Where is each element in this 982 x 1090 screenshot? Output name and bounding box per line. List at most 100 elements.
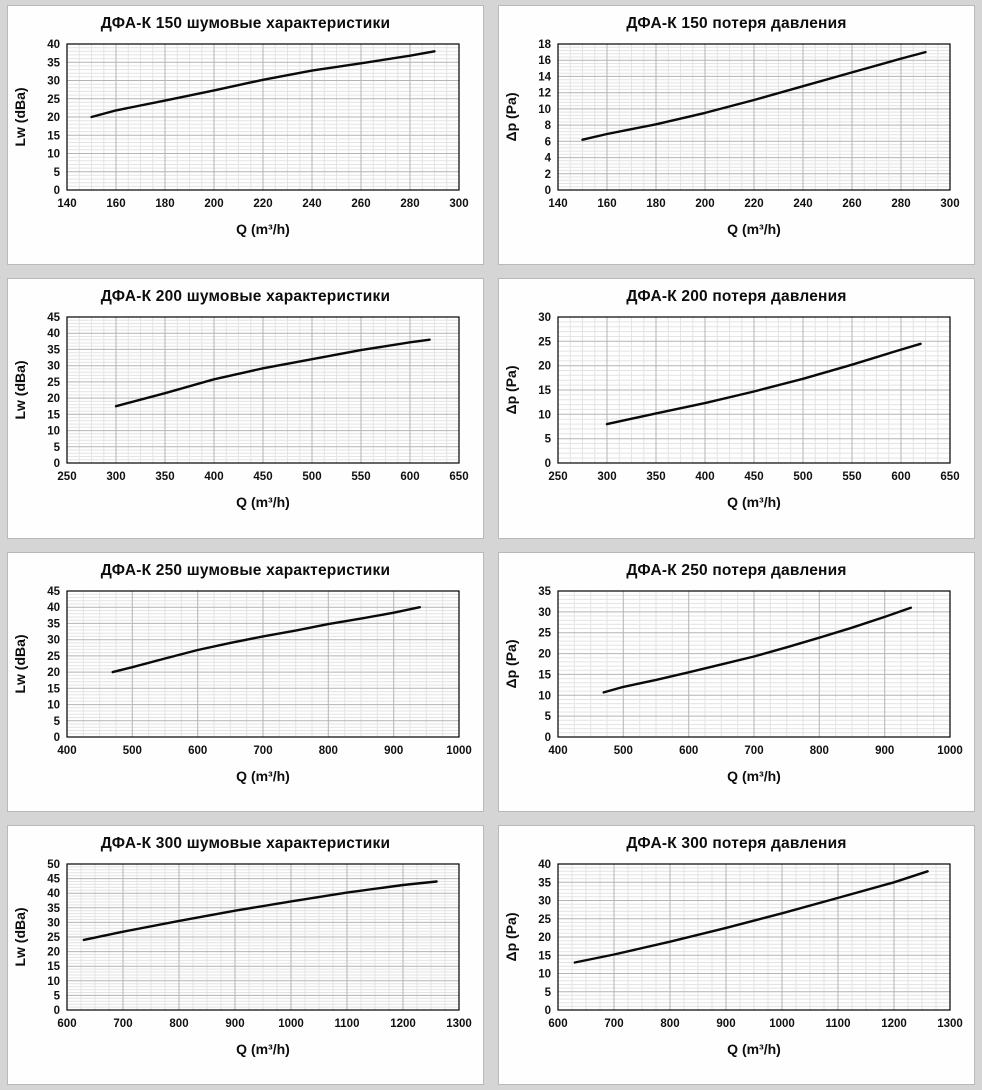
svg-text:900: 900: [225, 1018, 244, 1030]
svg-text:10: 10: [538, 104, 551, 116]
svg-text:18: 18: [538, 39, 551, 51]
svg-text:800: 800: [318, 745, 337, 757]
svg-text:260: 260: [842, 198, 861, 210]
svg-text:650: 650: [449, 471, 468, 483]
svg-text:10: 10: [47, 976, 60, 988]
chart-title: ДФА-К 300 шумовые характеристики: [100, 834, 391, 852]
svg-text:5: 5: [53, 442, 60, 454]
svg-text:220: 220: [744, 198, 763, 210]
svg-text:5: 5: [53, 990, 60, 1002]
svg-text:35: 35: [47, 345, 60, 357]
svg-text:700: 700: [113, 1018, 132, 1030]
svg-text:25: 25: [538, 914, 551, 926]
svg-text:30: 30: [538, 312, 551, 324]
svg-text:0: 0: [544, 732, 550, 744]
svg-text:30: 30: [47, 76, 60, 88]
chart-canvas: 0 5 10 15 20 25 30 35 40 140 160 180 200 220 240 260 280…: [12, 39, 469, 237]
chart-canvas: 0 5 10 15 20 25 30 35 40 45 400 500 600 700 800 900 1000…: [12, 586, 472, 784]
svg-text:800: 800: [660, 1018, 679, 1030]
svg-text:900: 900: [384, 745, 403, 757]
svg-text:900: 900: [716, 1018, 735, 1030]
svg-text:10: 10: [47, 699, 60, 711]
svg-text:300: 300: [106, 471, 125, 483]
svg-text:20: 20: [47, 946, 60, 958]
svg-text:35: 35: [47, 903, 60, 915]
svg-text:20: 20: [47, 667, 60, 679]
chart-canvas: 0 2 4 6 8 10 12 14 16 18 140 160 180 200 220 240 260 280 3…: [503, 39, 960, 237]
svg-text:40: 40: [47, 888, 60, 900]
svg-text:10: 10: [47, 426, 60, 438]
chart-panel-dfak150-pressure: ДФА-К 150 потеря давления 0 2 4 6 8 10 12 14 16 1…: [498, 5, 975, 266]
svg-text:40: 40: [47, 328, 60, 340]
svg-text:25: 25: [47, 932, 60, 944]
svg-text:200: 200: [695, 198, 714, 210]
svg-text:Lw (dBa): Lw (dBa): [12, 634, 28, 693]
svg-text:0: 0: [53, 732, 59, 744]
chart-title: ДФА-К 200 потеря давления: [626, 288, 847, 306]
chart-title: ДФА-К 200 шумовые характеристики: [100, 288, 391, 306]
svg-text:140: 140: [57, 198, 76, 210]
chart-panel-dfak300-pressure: ДФА-К 300 потеря давления 0 5 10 15 20 25 30 35…: [498, 824, 975, 1085]
svg-text:600: 600: [679, 745, 698, 757]
svg-text:30: 30: [47, 634, 60, 646]
svg-text:16: 16: [538, 55, 551, 67]
svg-text:350: 350: [646, 471, 665, 483]
svg-text:550: 550: [842, 471, 861, 483]
svg-text:35: 35: [47, 618, 60, 630]
svg-text:400: 400: [695, 471, 714, 483]
svg-text:15: 15: [47, 410, 60, 422]
svg-text:140: 140: [548, 198, 567, 210]
svg-text:600: 600: [400, 471, 419, 483]
svg-text:550: 550: [351, 471, 370, 483]
svg-text:5: 5: [544, 711, 551, 723]
svg-text:180: 180: [646, 198, 665, 210]
svg-text:300: 300: [940, 198, 959, 210]
svg-text:500: 500: [122, 745, 141, 757]
svg-text:25: 25: [538, 337, 551, 349]
svg-text:10: 10: [47, 149, 60, 161]
chart-title: ДФА-К 250 потеря давления: [626, 561, 847, 579]
svg-text:20: 20: [538, 648, 551, 660]
svg-text:800: 800: [809, 745, 828, 757]
svg-text:Q (m³/h): Q (m³/h): [236, 494, 290, 510]
svg-text:25: 25: [47, 650, 60, 662]
svg-text:15: 15: [47, 961, 60, 973]
svg-text:35: 35: [538, 877, 551, 889]
svg-text:0: 0: [53, 185, 59, 197]
svg-text:240: 240: [302, 198, 321, 210]
svg-text:300: 300: [597, 471, 616, 483]
svg-text:1000: 1000: [937, 745, 963, 757]
svg-text:600: 600: [891, 471, 910, 483]
svg-text:450: 450: [744, 471, 763, 483]
svg-text:1000: 1000: [769, 1018, 795, 1030]
svg-text:8: 8: [544, 120, 551, 132]
svg-text:14: 14: [538, 71, 551, 83]
svg-text:20: 20: [47, 393, 60, 405]
svg-text:240: 240: [793, 198, 812, 210]
svg-text:20: 20: [538, 361, 551, 373]
svg-text:160: 160: [597, 198, 616, 210]
svg-text:4: 4: [544, 153, 551, 165]
svg-text:280: 280: [891, 198, 910, 210]
svg-text:Q (m³/h): Q (m³/h): [727, 221, 781, 237]
svg-text:30: 30: [538, 895, 551, 907]
svg-text:35: 35: [538, 586, 551, 598]
svg-text:10: 10: [538, 410, 551, 422]
svg-text:Δp (Pa): Δp (Pa): [503, 93, 519, 142]
svg-text:25: 25: [538, 627, 551, 639]
svg-text:0: 0: [544, 1005, 550, 1017]
svg-text:6: 6: [544, 136, 550, 148]
svg-text:Lw (dBa): Lw (dBa): [12, 361, 28, 420]
svg-text:35: 35: [47, 57, 60, 69]
svg-text:500: 500: [793, 471, 812, 483]
chart-canvas: 0 5 10 15 20 25 30 250 300 350 400 450 500 550 600 650 Q…: [503, 312, 960, 510]
svg-text:Q (m³/h): Q (m³/h): [236, 221, 290, 237]
svg-text:500: 500: [302, 471, 321, 483]
svg-text:30: 30: [47, 361, 60, 373]
chart-panel-dfak200-pressure: ДФА-К 200 потеря давления 0 5 10 15 20 25 30 25…: [498, 278, 975, 539]
svg-text:200: 200: [204, 198, 223, 210]
svg-text:15: 15: [538, 669, 551, 681]
svg-text:1300: 1300: [937, 1018, 963, 1030]
svg-text:20: 20: [47, 112, 60, 124]
svg-text:Δp (Pa): Δp (Pa): [503, 912, 519, 961]
